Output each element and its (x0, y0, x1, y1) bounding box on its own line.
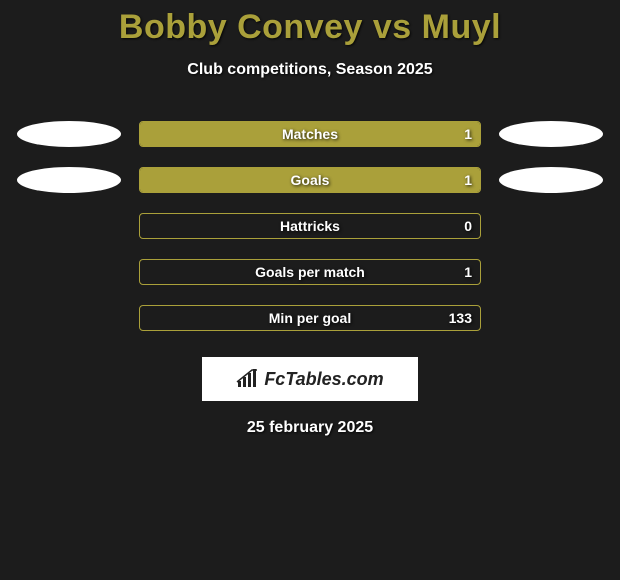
bar-value-right: 133 (449, 310, 472, 326)
right-side (491, 167, 611, 193)
bar-value-right: 1 (464, 126, 472, 142)
left-side (9, 167, 129, 193)
date-label: 25 february 2025 (0, 419, 620, 437)
logo-text: FcTables.com (264, 369, 383, 390)
left-ellipse-icon (17, 121, 121, 147)
right-side (491, 121, 611, 147)
logo-box: FcTables.com (202, 357, 418, 401)
bar-label: Goals per match (255, 264, 365, 280)
stat-row: Goals 1 (0, 167, 620, 193)
left-side (9, 121, 129, 147)
stat-bar: Goals per match 1 (139, 259, 481, 285)
bar-label: Min per goal (269, 310, 351, 326)
stat-row: Goals per match 1 (0, 259, 620, 285)
bar-value-right: 0 (464, 218, 472, 234)
stat-row: Hattricks 0 (0, 213, 620, 239)
bar-label: Matches (282, 126, 338, 142)
stat-bar: Goals 1 (139, 167, 481, 193)
bar-label: Goals (291, 172, 330, 188)
subtitle: Club competitions, Season 2025 (0, 61, 620, 79)
stat-bar: Min per goal 133 (139, 305, 481, 331)
stat-bar: Matches 1 (139, 121, 481, 147)
bar-value-right: 1 (464, 172, 472, 188)
stat-row: Min per goal 133 (0, 305, 620, 331)
left-ellipse-icon (17, 167, 121, 193)
right-ellipse-icon (499, 121, 603, 147)
bar-label: Hattricks (280, 218, 340, 234)
stat-row: Matches 1 (0, 121, 620, 147)
page-title: Bobby Convey vs Muyl (0, 0, 620, 47)
right-ellipse-icon (499, 167, 603, 193)
stats-rows: Matches 1 Goals 1 Hattricks 0 Goals per match 1… (0, 121, 620, 331)
bar-value-right: 1 (464, 264, 472, 280)
bar-chart-icon (236, 369, 258, 389)
stat-bar: Hattricks 0 (139, 213, 481, 239)
